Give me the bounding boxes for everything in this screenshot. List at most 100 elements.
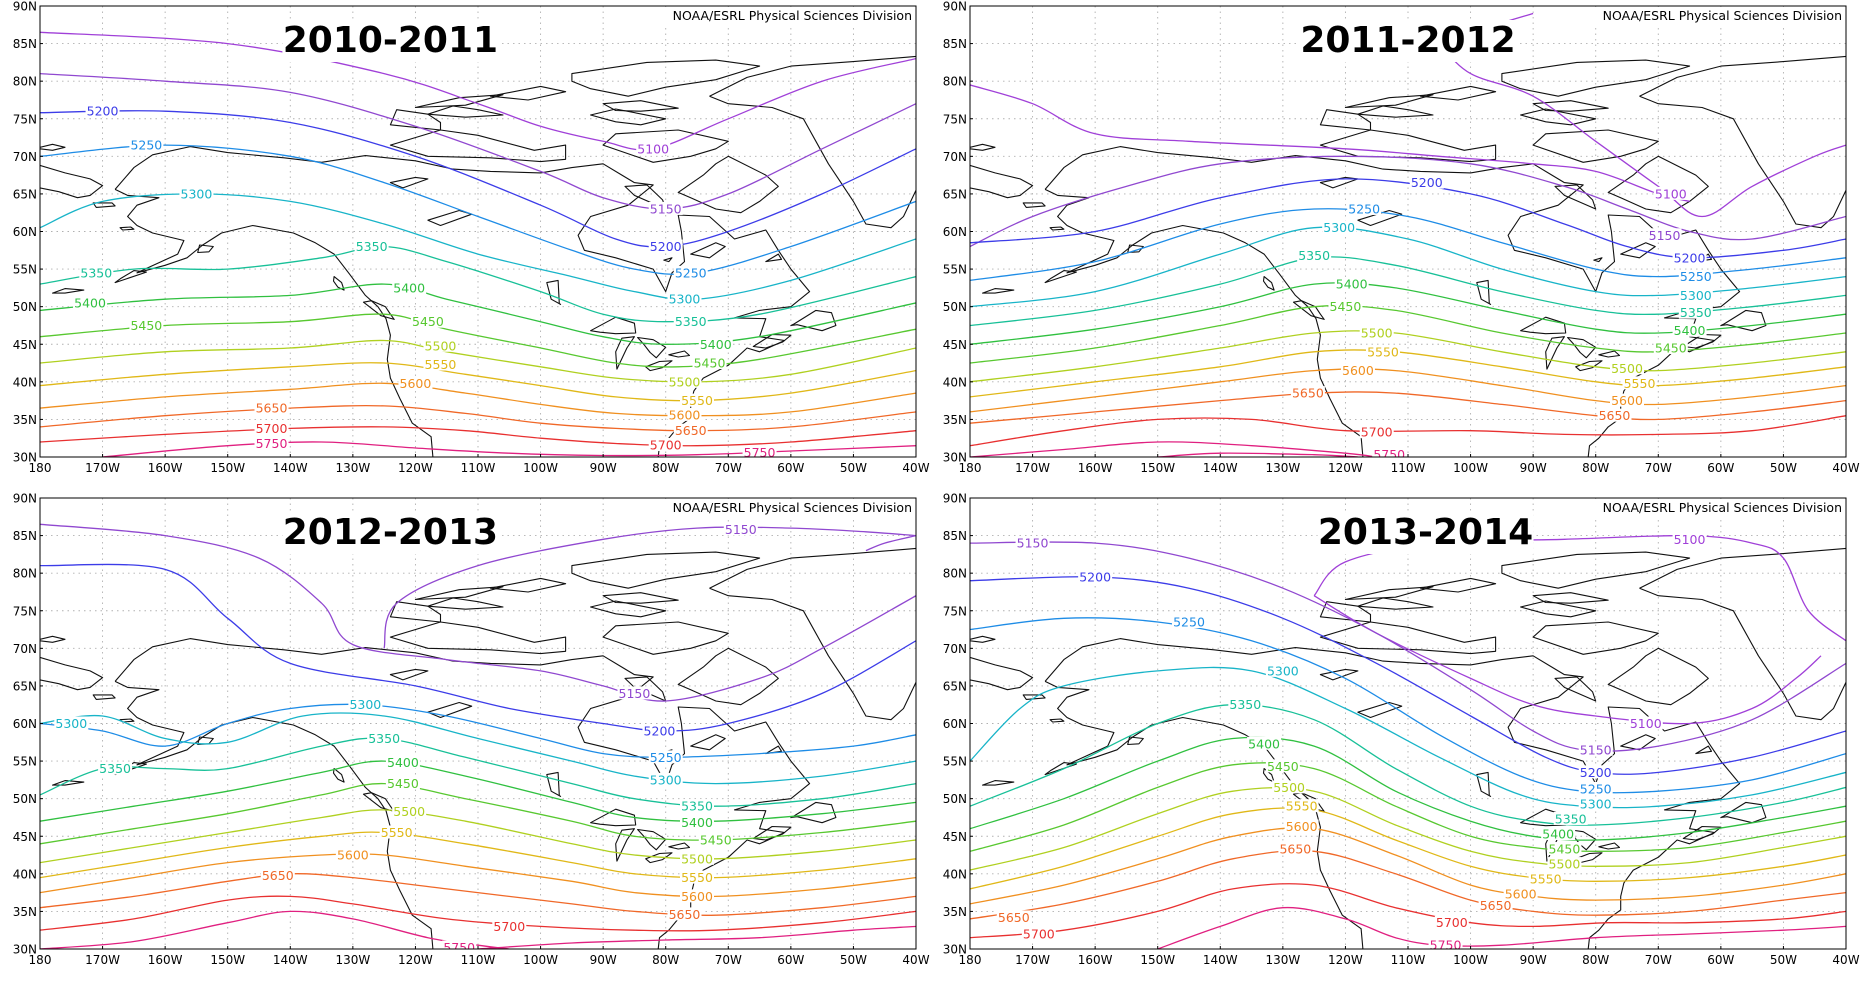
- contour-label-bg: [1547, 842, 1582, 856]
- contour-label-bg: [1553, 811, 1588, 825]
- coastline-island: [389, 109, 442, 131]
- contour-label-group: 5250: [1678, 269, 1713, 284]
- lat-tick-label: 85N: [13, 529, 37, 543]
- contour-label-group: 5500: [667, 374, 702, 389]
- contour-label: 5300: [669, 292, 701, 307]
- contour-label-bg: [1015, 536, 1050, 550]
- contour-label-bg: [1653, 186, 1688, 200]
- contour-label-bg: [1021, 926, 1056, 940]
- lon-tick-label: 100W: [523, 953, 558, 967]
- contour-label-group: 5350: [1678, 305, 1713, 320]
- coastline-asia: [40, 656, 104, 691]
- contour-label-group: 5350: [367, 731, 402, 746]
- contour-label: 5500: [669, 374, 701, 389]
- contour-label-bg: [1672, 250, 1707, 264]
- coastline-island: [1532, 621, 1659, 655]
- coastline-island: [571, 59, 761, 97]
- contour-label-bg: [692, 356, 727, 370]
- lat-tick-label: 40N: [13, 867, 37, 881]
- contour-label-group: 5600: [667, 407, 702, 422]
- contour-label-group: 5600: [335, 848, 370, 863]
- map-svg: 5100 5150 5200 5200 5250 5250 5300 5300 5350 5350…: [943, 0, 1860, 475]
- coastline-island: [489, 577, 567, 593]
- contour-label-group: 5650: [254, 401, 289, 416]
- coastline-island: [414, 94, 504, 109]
- contour-label-bg: [996, 910, 1031, 924]
- contour-label-bg: [636, 141, 671, 155]
- lat-tick-label: 45N: [13, 830, 37, 844]
- coastline-greenland-west: [1639, 95, 1846, 229]
- contour-label-bg: [1434, 915, 1469, 929]
- contour-label-bg: [398, 376, 433, 390]
- lon-tick-label: 160W: [1078, 953, 1113, 967]
- lake-outline: [668, 350, 691, 358]
- contour-5600: [970, 827, 1846, 905]
- coastline-island: [1049, 718, 1065, 723]
- contour-label-bg: [1272, 780, 1307, 794]
- lat-tick-label: 35N: [943, 905, 967, 919]
- lat-tick-label: 50N: [943, 300, 967, 314]
- contour-label-bg: [1340, 363, 1375, 377]
- panel-title-bg: [282, 20, 499, 62]
- lat-tick-label: 35N: [13, 413, 37, 427]
- coastline-island: [51, 288, 85, 294]
- lake-outline: [590, 808, 637, 827]
- lat-tick-label: 60N: [943, 225, 967, 239]
- contour-label: 5600: [681, 889, 713, 904]
- contour-label: 5450: [1549, 842, 1581, 857]
- coastline-island: [362, 300, 395, 320]
- coastline-island: [752, 825, 792, 841]
- contour-label: 5550: [1367, 344, 1399, 359]
- coastline-island: [1049, 226, 1065, 231]
- contour-label-group: 5700: [254, 421, 289, 436]
- contour-label-group: 5300: [54, 716, 89, 731]
- coastline-asia: [40, 164, 104, 199]
- lake-outline: [637, 336, 667, 359]
- contour-label: 5600: [669, 407, 701, 422]
- attribution-text: NOAA/ESRL Physical Sciences Division: [673, 8, 912, 23]
- lon-tick-label: 60W: [1707, 461, 1734, 475]
- coastline-island: [1501, 59, 1691, 97]
- lon-tick-label: 100W: [1453, 461, 1488, 475]
- coastline-island: [981, 288, 1015, 294]
- contour-label-bg: [254, 401, 289, 415]
- lon-tick-label: 180: [29, 461, 52, 475]
- lake-outline: [615, 828, 635, 862]
- coastline-island: [602, 100, 679, 112]
- contour-label: 5350: [1298, 248, 1330, 263]
- contour-label-group: 5100: [1672, 532, 1707, 547]
- contour-5200: [970, 178, 1846, 259]
- lon-tick-label: 180: [29, 953, 52, 967]
- coastline-island: [1607, 647, 1709, 706]
- contour-label-bg: [667, 407, 702, 421]
- contour-label-group: 5550: [1528, 872, 1563, 887]
- contour-label-group: 5650: [667, 907, 702, 922]
- contour-label: 5750: [744, 445, 776, 460]
- contour-label: 5350: [368, 731, 400, 746]
- contour-label: 5450: [694, 356, 726, 371]
- lake-outline: [1598, 350, 1621, 358]
- contour-label-group: 5400: [1247, 736, 1282, 751]
- contour-label: 5300: [1323, 220, 1355, 235]
- contour-label-bg: [423, 338, 458, 352]
- lon-tick-label: 120W: [398, 953, 433, 967]
- contour-5100: [40, 31, 916, 151]
- lat-tick-label: 35N: [13, 905, 37, 919]
- contour-label-group: 5500: [680, 851, 714, 866]
- contour-label: 5700: [1023, 926, 1055, 941]
- lat-tick-label: 90N: [943, 492, 967, 506]
- contour-label-group: 5250: [129, 138, 164, 153]
- map-panel-2011-2012: 5100 5150 5200 5200 5250 5250 5300 5300 5350 5350…: [930, 0, 1860, 494]
- contour-label-bg: [1322, 220, 1357, 234]
- contour-label-group: 5100: [1628, 716, 1663, 731]
- contour-label-bg: [680, 870, 714, 884]
- coastline-island: [119, 226, 135, 231]
- lat-tick-label: 60N: [13, 717, 37, 731]
- contour-label-bg: [392, 804, 427, 818]
- coastline-west: [114, 680, 434, 949]
- contour-label-group: 5700: [1021, 926, 1056, 941]
- contour-5400: [970, 736, 1846, 841]
- contour-label-bg: [680, 851, 714, 865]
- lake-outline: [690, 242, 726, 259]
- lon-tick-label: 70W: [715, 461, 742, 475]
